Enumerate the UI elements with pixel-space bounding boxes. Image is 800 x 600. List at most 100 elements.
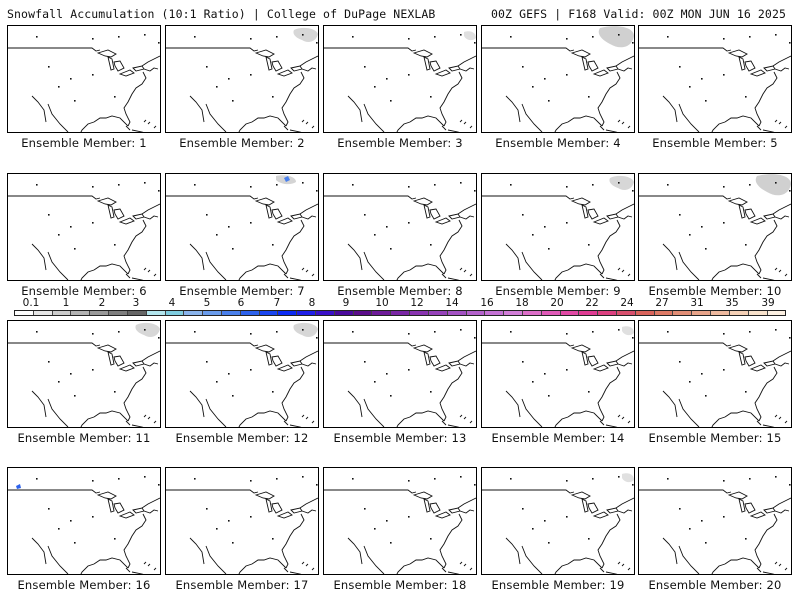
us-map-outline [166,476,318,574]
us-map-outline [8,182,160,280]
ensemble-member-label: Ensemble Member: 2 [179,136,305,150]
us-map-outline [324,476,476,574]
colorbar-swatch [316,311,335,315]
us-map-outline [639,476,791,574]
ensemble-member-label: Ensemble Member: 17 [175,578,309,592]
colorbar-tick-label: 0.1 [22,297,40,309]
colorbar-swatch [391,311,411,315]
map-title: Snowfall Accumulation (10:1 Ratio) | Col… [7,7,436,21]
us-map-outline [324,31,476,132]
snowfall-colorbar [14,310,786,316]
colorbar-swatch [617,311,636,315]
colorbar-swatch [504,311,523,315]
us-map-outline [166,322,318,427]
colorbar-swatch [240,311,260,315]
us-map-outline [639,34,791,132]
ensemble-map-panel [638,320,792,428]
colorbar-swatch [334,311,354,315]
colorbar-swatch [579,311,599,315]
colorbar-swatch [165,311,185,315]
colorbar-swatch [748,311,768,315]
ensemble-member-label: Ensemble Member: 7 [179,284,305,298]
ensemble-map-panel [323,25,477,133]
us-map-outline [639,329,791,427]
ensemble-member-label: Ensemble Member: 9 [495,284,621,298]
colorbar-tick-label: 3 [132,297,140,309]
colorbar-swatch [146,311,166,315]
colorbar-swatch [541,311,561,315]
colorbar-swatch [692,311,712,315]
colorbar-tick-label: 2 [98,297,106,309]
us-map-outline [166,27,318,132]
us-map-outline [639,174,791,280]
colorbar-tick-label: 10 [375,297,389,309]
colorbar-swatch [767,311,786,315]
colorbar-tick-label: 22 [585,297,599,309]
colorbar-tick-label: 14 [445,297,459,309]
ensemble-map-panel [323,467,477,575]
colorbar-swatch [184,311,204,315]
ensemble-map-panel [165,173,319,281]
colorbar-tick-label: 16 [480,297,494,309]
us-map-outline [8,34,160,132]
colorbar-tick-label: 7 [273,297,281,309]
colorbar-swatch [711,311,730,315]
ensemble-map-panel [7,320,161,428]
colorbar-swatch [278,311,298,315]
us-map-outline [482,326,634,427]
us-map-outline [324,329,476,427]
colorbar-swatch [127,311,147,315]
colorbar-swatch [410,311,429,315]
us-map-outline [324,182,476,280]
colorbar-tick-label: 24 [620,297,634,309]
colorbar-tick-label: 35 [725,297,739,309]
ensemble-member-label: Ensemble Member: 1 [21,136,147,150]
ensemble-member-label: Ensemble Member: 13 [333,431,467,445]
colorbar-swatch [560,311,580,315]
ensemble-map-panel [323,173,477,281]
ensemble-member-label: Ensemble Member: 11 [17,431,151,445]
ensemble-member-label: Ensemble Member: 20 [648,578,782,592]
ensemble-map-panel [7,173,161,281]
colorbar-swatch [109,311,128,315]
colorbar-tick-label: 39 [761,297,775,309]
ensemble-member-label: Ensemble Member: 5 [652,136,778,150]
ensemble-map-panel [481,467,635,575]
ensemble-member-label: Ensemble Member: 16 [17,578,151,592]
colorbar-swatch [598,311,617,315]
colorbar-swatch [485,311,505,315]
colorbar-swatch [15,311,34,315]
ensemble-member-label: Ensemble Member: 14 [491,431,625,445]
us-map-outline [8,322,160,427]
colorbar-swatch [33,311,53,315]
colorbar-swatch [729,311,749,315]
ensemble-member-label: Ensemble Member: 19 [491,578,625,592]
ensemble-map-panel [165,467,319,575]
colorbar-swatch [52,311,72,315]
ensemble-member-label: Ensemble Member: 4 [495,136,621,150]
ensemble-map-panel [7,467,161,575]
ensemble-member-label: Ensemble Member: 3 [337,136,463,150]
ensemble-member-label: Ensemble Member: 10 [648,284,782,298]
colorbar-swatch [428,311,448,315]
colorbar-swatch [635,311,655,315]
colorbar-tick-label: 6 [237,297,245,309]
ensemble-map-panel [165,320,319,428]
colorbar-tick-label: 1 [62,297,70,309]
model-run-valid-time: 00Z GEFS | F168 Valid: 00Z MON JUN 16 20… [491,7,786,21]
colorbar-tick-label: 27 [655,297,669,309]
colorbar-tick-label: 31 [690,297,704,309]
colorbar-swatch [522,311,542,315]
colorbar-swatch [297,311,316,315]
colorbar-tick-label: 5 [203,297,211,309]
colorbar-swatch [259,311,279,315]
ensemble-map-panel [638,25,792,133]
ensemble-map-panel [638,467,792,575]
colorbar-tick-label: 8 [308,297,316,309]
colorbar-swatch [90,311,110,315]
colorbar-swatch [71,311,91,315]
colorbar-tick-label: 4 [168,297,176,309]
colorbar-swatch [221,311,241,315]
ensemble-member-label: Ensemble Member: 12 [175,431,309,445]
us-map-outline [482,175,634,280]
